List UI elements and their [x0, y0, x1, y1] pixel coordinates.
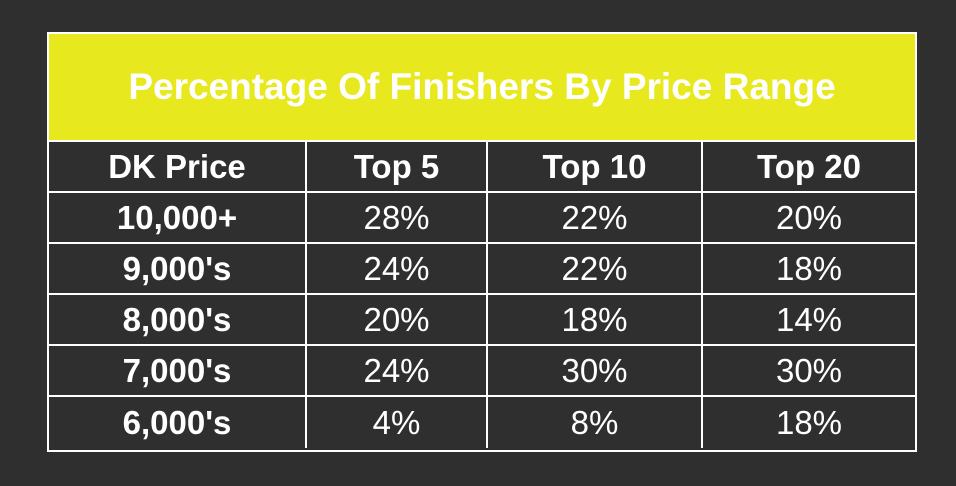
row-header: 8,000's	[49, 295, 307, 346]
table-cell: 4%	[307, 397, 488, 448]
table-container: Percentage Of Finishers By Price Range D…	[47, 32, 917, 452]
table-cell: 14%	[703, 295, 915, 346]
row-header: 6,000's	[49, 397, 307, 448]
column-header: Top 10	[488, 142, 703, 193]
table-cell: 22%	[488, 193, 703, 244]
table-cell: 30%	[703, 346, 915, 397]
column-header: DK Price	[49, 142, 307, 193]
table-cell: 20%	[307, 295, 488, 346]
table-cell: 24%	[307, 244, 488, 295]
table-cell: 24%	[307, 346, 488, 397]
table: DK Price Top 5 Top 10 Top 20 10,000+ 28% 22% 20…	[49, 142, 915, 448]
row-header: 10,000+	[49, 193, 307, 244]
table-cell: 22%	[488, 244, 703, 295]
table-cell: 18%	[703, 244, 915, 295]
table-cell: 18%	[775, 403, 843, 441]
column-header: Top 20	[703, 142, 915, 193]
row-header: 9,000's	[49, 244, 307, 295]
column-header: Top 5	[307, 142, 488, 193]
table-cell: 28%	[307, 193, 488, 244]
table-cell: 18%	[488, 295, 703, 346]
row-header: 7,000's	[49, 346, 307, 397]
table-title: Percentage Of Finishers By Price Range	[49, 34, 915, 142]
table-cell: 8%	[488, 397, 703, 448]
table-cell: 20%	[703, 193, 915, 244]
table-cell: 30%	[488, 346, 703, 397]
